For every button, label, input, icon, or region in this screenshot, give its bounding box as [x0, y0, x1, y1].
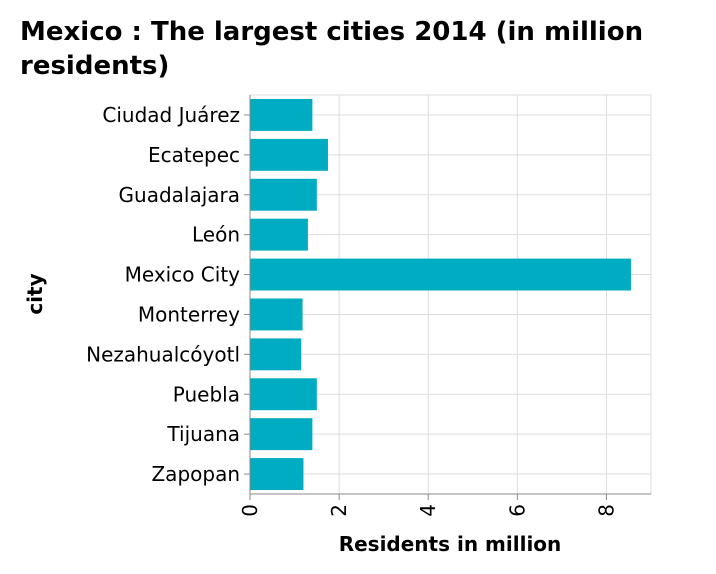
- y-tick-label: Guadalajara: [119, 183, 240, 207]
- plot-area: Ciudad Juárez Ecatepec Guadalajara León Mexi…: [86, 94, 652, 517]
- bar-nezahualc-yotl: [250, 338, 302, 371]
- y-axis-title: city: [23, 273, 47, 314]
- bar-le-n: [250, 218, 308, 251]
- y-tick-label: Zapopan: [151, 462, 240, 486]
- y-tick-label: Monterrey: [138, 302, 240, 326]
- y-tick-label: León: [192, 223, 240, 247]
- x-tick-label: 0: [238, 504, 262, 517]
- bar-ciudad-ju-rez: [250, 98, 313, 131]
- y-tick-label: Ecatepec: [148, 143, 240, 167]
- bar-ecatepec: [250, 138, 328, 171]
- x-tick-label: 8: [594, 504, 618, 517]
- x-tick-label: 2: [327, 504, 351, 517]
- chart-title-line-2: residents): [20, 51, 169, 81]
- bar-guadalajara: [250, 178, 317, 211]
- y-tick-label: Tijuana: [166, 422, 240, 446]
- chart-title-line-1: Mexico : The largest cities 2014 (in mil…: [20, 17, 643, 47]
- bar-tijuana: [250, 418, 313, 451]
- x-axis-title: Residents in million: [339, 532, 562, 556]
- bar-mexico-city: [250, 258, 631, 291]
- y-tick-label: Puebla: [173, 382, 240, 406]
- bar-zapopan: [250, 458, 304, 491]
- bar-monterrey: [250, 298, 303, 331]
- x-tick-label: 4: [416, 504, 440, 517]
- y-tick-label: Nezahualcóyotl: [86, 342, 240, 366]
- y-tick-label: Mexico City: [125, 263, 241, 287]
- bar-puebla: [250, 378, 317, 411]
- y-tick-label: Ciudad Juárez: [102, 103, 240, 127]
- x-tick-label: 6: [505, 504, 529, 517]
